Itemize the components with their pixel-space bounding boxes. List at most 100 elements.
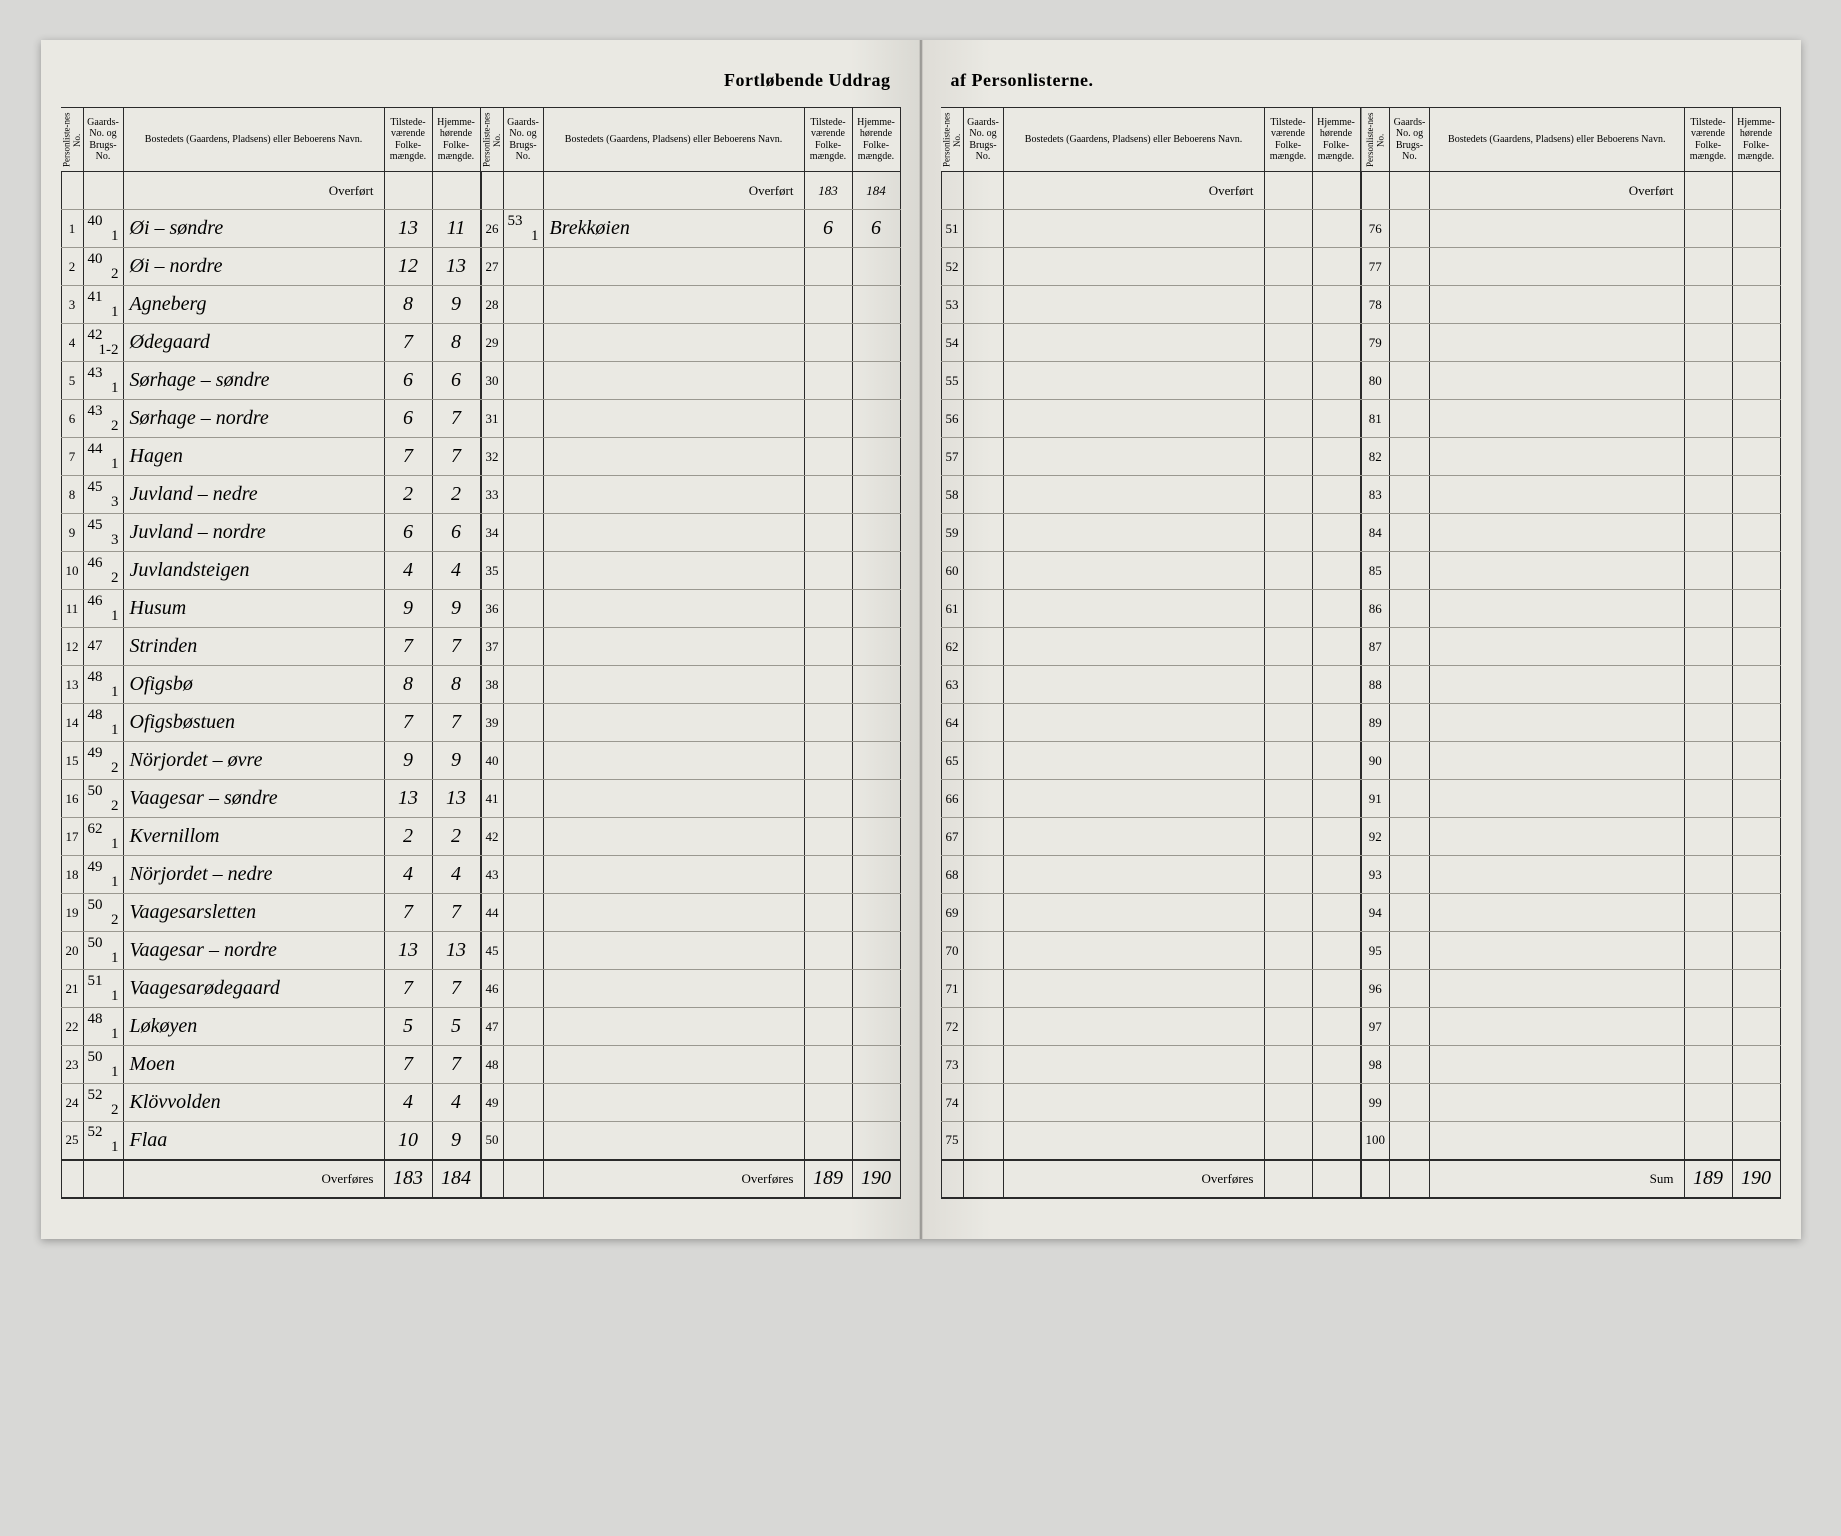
gaard-no (1390, 894, 1430, 932)
row-number: 54 (941, 324, 963, 362)
tilstede (1264, 1122, 1312, 1160)
table-row: 55 (941, 362, 1360, 400)
bosted-name (543, 704, 804, 742)
tilstede: 4 (384, 856, 432, 894)
ledger-table: Personliste-nes No.Gaards-No. og Brugs-N… (481, 107, 901, 1199)
table-row: 80 (1361, 362, 1780, 400)
row-number: 5 (61, 362, 83, 400)
table-row: 4421-2Ødegaard78 (61, 324, 480, 362)
table-row: 5431Sørhage – søndre66 (61, 362, 480, 400)
gaard-no (963, 514, 1003, 552)
table-row: 54 (941, 324, 1360, 362)
gaard-no: 501 (83, 932, 123, 970)
hjemme (1312, 856, 1360, 894)
hjemme: 9 (432, 590, 480, 628)
bosted-name (543, 552, 804, 590)
table-row: 28 (481, 286, 900, 324)
bosted-name (543, 514, 804, 552)
tilstede (1684, 1122, 1732, 1160)
table-row: 6432Sørhage – nordre67 (61, 400, 480, 438)
gaard-no: 521 (83, 1122, 123, 1160)
gaard-no (503, 590, 543, 628)
hjemme (1312, 932, 1360, 970)
hjemme: 4 (432, 1084, 480, 1122)
bosted-name (1003, 362, 1264, 400)
tilstede (1264, 856, 1312, 894)
tilstede (1684, 476, 1732, 514)
table-row: 76 (1361, 210, 1780, 248)
row-number: 92 (1361, 818, 1390, 856)
gaard-no (963, 324, 1003, 362)
hjemme: 8 (432, 324, 480, 362)
column-header: Personliste-nes No. (61, 108, 83, 172)
gaard-no (503, 400, 543, 438)
row-number: 13 (61, 666, 83, 704)
bosted-name: Juvland – nordre (123, 514, 384, 552)
gaard-no (963, 476, 1003, 514)
hjemme: 9 (432, 286, 480, 324)
gaard-no (503, 552, 543, 590)
gaard-no (963, 1122, 1003, 1160)
table-row: 72 (941, 1008, 1360, 1046)
hjemme (852, 666, 900, 704)
tilstede: 6 (384, 362, 432, 400)
tilstede (1264, 932, 1312, 970)
gaard-no (503, 742, 543, 780)
overfort-label: Overført (543, 172, 804, 210)
row-number: 80 (1361, 362, 1390, 400)
hjemme (1312, 590, 1360, 628)
table-row: 21511Vaagesarødegaard77 (61, 970, 480, 1008)
table-head: Personliste-nes No.Gaards-No. og Brugs-N… (941, 108, 1360, 172)
bosted-name (1003, 552, 1264, 590)
gaard-no (1390, 324, 1430, 362)
row-number: 3 (61, 286, 83, 324)
row-number: 96 (1361, 970, 1390, 1008)
gaard-no: 621 (83, 818, 123, 856)
bosted-name (1430, 514, 1685, 552)
table-row: 90 (1361, 742, 1780, 780)
table-row: 39 (481, 704, 900, 742)
bosted-name: Nörjordet – øvre (123, 742, 384, 780)
row-number: 93 (1361, 856, 1390, 894)
gaard-no (503, 818, 543, 856)
hjemme: 7 (432, 400, 480, 438)
tilstede (1264, 742, 1312, 780)
table-row: 52 (941, 248, 1360, 286)
tilstede (1264, 704, 1312, 742)
table-row: 87 (1361, 628, 1780, 666)
table-row: 44 (481, 894, 900, 932)
row-number: 82 (1361, 438, 1390, 476)
hjemme: 7 (432, 970, 480, 1008)
row-number: 50 (481, 1122, 503, 1160)
row-number: 27 (481, 248, 503, 286)
gaard-no (1390, 514, 1430, 552)
hjemme (1732, 1122, 1780, 1160)
row-number: 9 (61, 514, 83, 552)
total-hjemme (1312, 1160, 1360, 1198)
hjemme (1732, 1008, 1780, 1046)
table-row: 47 (481, 1008, 900, 1046)
row-number: 7 (61, 438, 83, 476)
table-row: 7441Hagen77 (61, 438, 480, 476)
bosted-name (1430, 1046, 1685, 1084)
bosted-name (1003, 818, 1264, 856)
tilstede (804, 856, 852, 894)
hjemme (1312, 324, 1360, 362)
bosted-name: Løkøyen (123, 1008, 384, 1046)
hjemme: 2 (432, 476, 480, 514)
tilstede (1264, 438, 1312, 476)
gaard-no (963, 362, 1003, 400)
table-row: 67 (941, 818, 1360, 856)
gaard-no (503, 324, 543, 362)
gaard-no (963, 704, 1003, 742)
table-row: 38 (481, 666, 900, 704)
row-number: 17 (61, 818, 83, 856)
ledger-table: Personliste-nes No.Gaards-No. og Brugs-N… (941, 107, 1361, 1199)
column-header: Gaards-No. og Brugs-No. (963, 108, 1003, 172)
hjemme: 9 (432, 1122, 480, 1160)
hjemme (1732, 514, 1780, 552)
page-title-left: Fortløbende Uddrag (61, 70, 901, 91)
tilstede: 6 (384, 514, 432, 552)
tilstede (1264, 1008, 1312, 1046)
hjemme (1312, 1046, 1360, 1084)
